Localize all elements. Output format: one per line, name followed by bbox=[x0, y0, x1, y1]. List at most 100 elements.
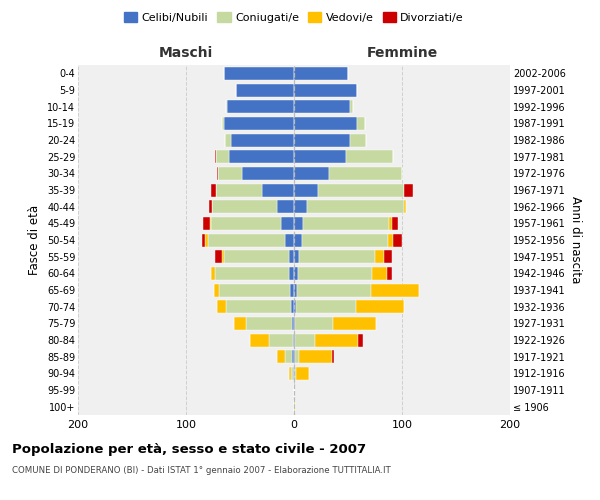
Bar bbox=[211, 184, 216, 196]
Bar bbox=[295, 317, 333, 330]
Bar bbox=[225, 134, 232, 146]
Bar bbox=[210, 217, 211, 230]
Bar bbox=[221, 117, 224, 130]
Bar bbox=[277, 200, 294, 213]
Bar bbox=[208, 234, 286, 246]
Bar bbox=[388, 234, 394, 246]
Bar bbox=[290, 284, 294, 296]
Bar bbox=[294, 317, 295, 330]
Bar bbox=[329, 167, 402, 180]
Bar bbox=[350, 134, 367, 146]
Bar bbox=[236, 84, 294, 96]
Bar bbox=[404, 184, 413, 196]
Bar bbox=[294, 200, 307, 213]
Bar bbox=[233, 317, 247, 330]
Bar bbox=[293, 367, 294, 380]
Bar bbox=[356, 117, 365, 130]
Bar bbox=[294, 217, 302, 230]
Bar bbox=[294, 367, 296, 380]
Bar bbox=[209, 200, 212, 213]
Text: Maschi: Maschi bbox=[159, 46, 213, 60]
Bar bbox=[281, 217, 294, 230]
Bar bbox=[289, 267, 294, 280]
Bar bbox=[227, 100, 294, 113]
Bar bbox=[224, 117, 294, 130]
Bar bbox=[298, 267, 372, 280]
Bar bbox=[371, 284, 419, 296]
Bar bbox=[294, 267, 298, 280]
Bar bbox=[318, 184, 404, 196]
Bar bbox=[372, 267, 387, 280]
Bar bbox=[294, 117, 356, 130]
Bar bbox=[215, 150, 216, 163]
Bar bbox=[294, 234, 302, 246]
Bar bbox=[296, 300, 356, 313]
Bar bbox=[291, 367, 293, 380]
Bar bbox=[293, 334, 294, 346]
Bar bbox=[217, 167, 218, 180]
Bar bbox=[262, 184, 294, 196]
Bar bbox=[307, 200, 404, 213]
Bar bbox=[212, 200, 277, 213]
Bar bbox=[232, 134, 294, 146]
Bar bbox=[247, 317, 292, 330]
Bar bbox=[302, 234, 388, 246]
Bar bbox=[294, 150, 346, 163]
Bar bbox=[214, 284, 220, 296]
Bar bbox=[314, 334, 358, 346]
Bar bbox=[389, 217, 392, 230]
Bar bbox=[294, 284, 297, 296]
Legend: Celibi/Nubili, Coniugati/e, Vedovi/e, Divorziati/e: Celibi/Nubili, Coniugati/e, Vedovi/e, Di… bbox=[119, 8, 469, 28]
Bar bbox=[332, 350, 334, 363]
Bar bbox=[216, 184, 262, 196]
Bar bbox=[333, 317, 376, 330]
Bar bbox=[356, 300, 404, 313]
Bar bbox=[286, 234, 294, 246]
Bar bbox=[217, 300, 226, 313]
Y-axis label: Anni di nascita: Anni di nascita bbox=[569, 196, 583, 284]
Bar bbox=[291, 300, 294, 313]
Bar bbox=[294, 134, 350, 146]
Bar bbox=[294, 67, 348, 80]
Bar bbox=[375, 250, 383, 263]
Bar bbox=[221, 250, 224, 263]
Bar bbox=[224, 250, 289, 263]
Bar bbox=[294, 350, 295, 363]
Bar bbox=[294, 400, 295, 413]
Bar bbox=[294, 300, 296, 313]
Bar bbox=[299, 350, 332, 363]
Bar bbox=[346, 150, 394, 163]
Bar bbox=[215, 250, 221, 263]
Bar bbox=[205, 234, 208, 246]
Text: Femmine: Femmine bbox=[367, 46, 437, 60]
Bar bbox=[220, 284, 290, 296]
Bar bbox=[224, 67, 294, 80]
Bar bbox=[387, 267, 392, 280]
Bar bbox=[202, 234, 205, 246]
Bar bbox=[392, 217, 398, 230]
Bar bbox=[294, 250, 299, 263]
Bar bbox=[299, 250, 375, 263]
Y-axis label: Fasce di età: Fasce di età bbox=[28, 205, 41, 275]
Text: Popolazione per età, sesso e stato civile - 2007: Popolazione per età, sesso e stato civil… bbox=[12, 442, 366, 456]
Bar bbox=[294, 184, 318, 196]
Bar bbox=[358, 334, 363, 346]
Bar bbox=[394, 234, 402, 246]
Bar bbox=[289, 250, 294, 263]
Bar bbox=[211, 217, 281, 230]
Bar bbox=[250, 334, 269, 346]
Bar bbox=[404, 200, 406, 213]
Bar bbox=[269, 334, 293, 346]
Bar bbox=[295, 334, 314, 346]
Bar bbox=[289, 367, 291, 380]
Bar bbox=[286, 350, 292, 363]
Bar bbox=[203, 217, 210, 230]
Bar bbox=[294, 100, 350, 113]
Bar bbox=[294, 334, 295, 346]
Bar bbox=[226, 100, 227, 113]
Bar bbox=[296, 367, 309, 380]
Bar bbox=[294, 167, 329, 180]
Bar bbox=[350, 100, 353, 113]
Bar bbox=[211, 267, 215, 280]
Bar bbox=[294, 84, 356, 96]
